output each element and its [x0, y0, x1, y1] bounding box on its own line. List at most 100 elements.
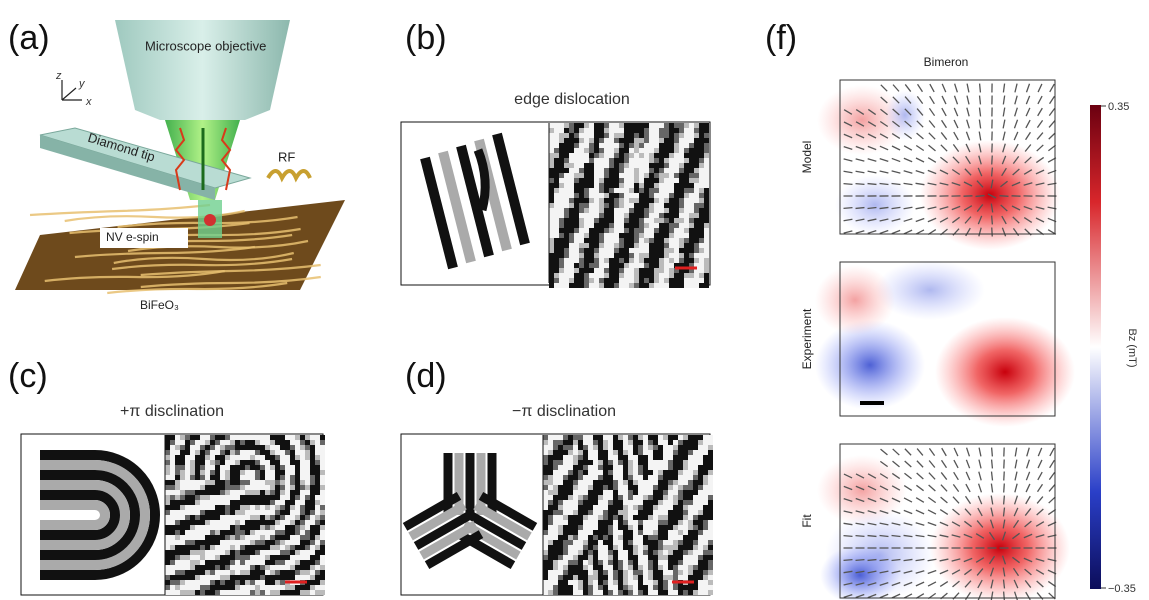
spin-arrow: [988, 555, 996, 565]
pixel: [648, 470, 653, 475]
pixel: [260, 440, 265, 445]
spin-arrow: [988, 531, 996, 541]
pixel: [648, 440, 653, 445]
pixel: [708, 520, 713, 525]
pixel: [589, 188, 594, 193]
pixel: [250, 535, 255, 540]
pixel: [603, 460, 608, 465]
pixel: [664, 243, 669, 248]
pixel: [235, 570, 240, 575]
pixel: [598, 510, 603, 515]
spin-arrow: [927, 581, 937, 587]
pixel: [185, 440, 190, 445]
pixel: [559, 133, 564, 138]
pixel: [260, 485, 265, 490]
pixel: [653, 500, 658, 505]
pixel: [654, 278, 659, 283]
pixel: [613, 545, 618, 550]
pixel: [654, 193, 659, 198]
spin-arrow: [977, 495, 983, 505]
spin-arrow: [843, 522, 853, 526]
pixel: [305, 500, 310, 505]
schematic: [420, 132, 530, 270]
pixel: [569, 238, 574, 243]
pixel: [663, 490, 668, 495]
spin-arrow: [927, 169, 937, 175]
pixel: [668, 500, 673, 505]
spin-arrow: [843, 206, 853, 210]
pixel: [663, 590, 668, 595]
pixel: [688, 535, 693, 540]
pixel: [708, 585, 713, 590]
pixel: [165, 445, 170, 450]
pixel: [694, 218, 699, 223]
pixel: [678, 530, 683, 535]
pixel: [170, 515, 175, 520]
pixel: [564, 268, 569, 273]
pixel: [609, 198, 614, 203]
spin-arrow: [951, 168, 961, 176]
pixel: [185, 520, 190, 525]
pixel: [598, 445, 603, 450]
pixel: [270, 535, 275, 540]
pixel: [245, 485, 250, 490]
spin-arrow: [928, 144, 936, 152]
pixel: [634, 213, 639, 218]
spin-arrow: [843, 133, 853, 139]
pixel: [270, 540, 275, 545]
pixel: [245, 525, 250, 530]
spin-arrow: [939, 534, 949, 538]
rf-coil: [266, 169, 312, 183]
spin-arrow: [939, 558, 949, 562]
pixel: [553, 575, 558, 580]
spin-arrow: [903, 534, 913, 538]
pixel: [579, 248, 584, 253]
pixel: [295, 455, 300, 460]
pixel: [599, 128, 604, 133]
pixel: [674, 213, 679, 218]
pixel: [644, 153, 649, 158]
pixel: [698, 515, 703, 520]
pixel: [573, 570, 578, 575]
pixel: [320, 485, 325, 490]
pixel: [270, 555, 275, 560]
spin-arrow: [879, 497, 889, 503]
pixel: [654, 228, 659, 233]
pixel: [579, 213, 584, 218]
pixel: [320, 555, 325, 560]
pixel: [558, 490, 563, 495]
pixel: [603, 435, 608, 440]
pixel: [250, 575, 255, 580]
spin-arrow: [1013, 495, 1019, 505]
pixel: [653, 515, 658, 520]
pixel: [320, 460, 325, 465]
pixel: [584, 218, 589, 223]
spin-arrow: [891, 157, 901, 163]
pixel: [673, 560, 678, 565]
pixel: [593, 510, 598, 515]
pixel: [260, 505, 265, 510]
pixel: [693, 445, 698, 450]
pixel: [558, 455, 563, 460]
pixel: [633, 555, 638, 560]
spin-arrow: [929, 95, 935, 105]
pixel: [689, 273, 694, 278]
spin-arrow: [891, 145, 901, 151]
pixel: [275, 520, 280, 525]
pixel: [563, 545, 568, 550]
pixel: [638, 465, 643, 470]
pixel: [654, 138, 659, 143]
pixel: [584, 128, 589, 133]
pixel: [583, 535, 588, 540]
pixel: [220, 520, 225, 525]
pixel: [669, 138, 674, 143]
pixel: [165, 510, 170, 515]
pixel: [618, 580, 623, 585]
pixel: [215, 520, 220, 525]
pixel: [240, 440, 245, 445]
pixel: [584, 223, 589, 228]
pixel: [588, 515, 593, 520]
pixel: [250, 440, 255, 445]
pixel: [549, 228, 554, 233]
pixel: [250, 505, 255, 510]
